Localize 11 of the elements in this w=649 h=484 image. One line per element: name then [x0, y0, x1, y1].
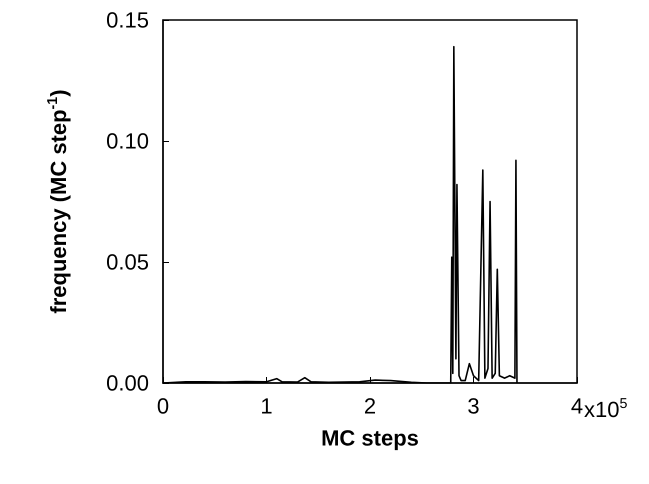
x-tick-label: 2	[364, 394, 376, 418]
x-axis-title: MC steps	[321, 426, 419, 450]
x-tick-label: 1	[260, 394, 273, 418]
y-tick-label: 0.00	[106, 370, 149, 396]
x-tick-label: 4	[570, 394, 584, 418]
y-tick-label: 0.10	[106, 128, 149, 154]
y-tick-label: 0.15	[106, 8, 149, 32]
x-tick-label: 0	[156, 394, 170, 418]
x-tick-label: 3	[467, 394, 480, 418]
y-axis-title: frequency (MC step-1)	[45, 89, 71, 314]
y-tick-label: 0.05	[106, 250, 149, 274]
